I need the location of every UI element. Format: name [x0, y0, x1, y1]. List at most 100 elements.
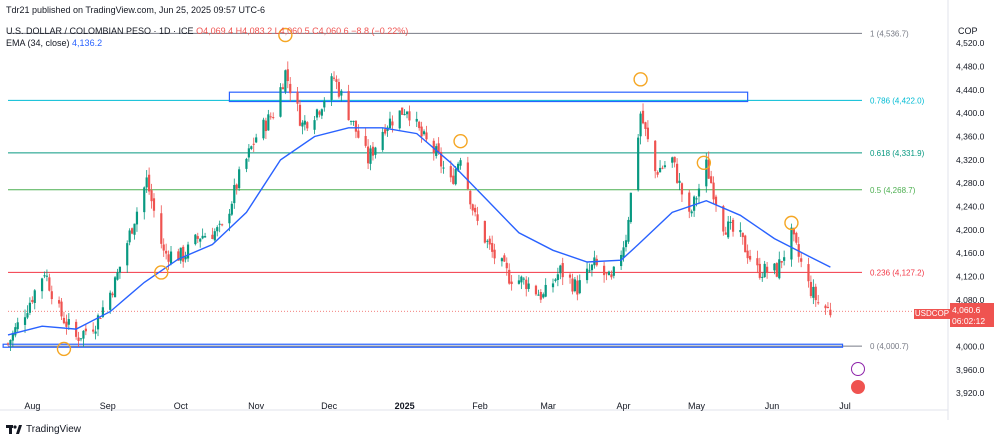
- last-price-label: 4,060.6: [952, 305, 981, 315]
- candle-body: [267, 114, 270, 131]
- candle-body: [203, 236, 207, 238]
- candle-body: [199, 238, 202, 242]
- axes[interactable]: 3,920.03,960.04,000.04,040.04,080.04,120…: [0, 0, 985, 420]
- x-tick-label: Jun: [765, 401, 780, 411]
- currency-label[interactable]: COP: [958, 26, 978, 36]
- candle-body: [508, 269, 511, 284]
- candle-body: [79, 338, 83, 340]
- candle-body: [812, 286, 815, 298]
- candle-body: [354, 120, 358, 132]
- candle-body: [109, 292, 112, 310]
- y-tick-label: 4,280.0: [956, 178, 985, 188]
- candle-body: [247, 148, 250, 158]
- highlight-circle[interactable]: [696, 155, 712, 170]
- candle-body: [230, 203, 233, 215]
- candle-body: [101, 307, 104, 317]
- candle-body: [712, 182, 715, 200]
- candle-body: [94, 331, 97, 334]
- drawn-boxes[interactable]: [2, 91, 844, 348]
- highlight-circle[interactable]: [278, 27, 293, 43]
- candle-body: [766, 266, 769, 273]
- candle-body: [573, 279, 577, 292]
- candle-body: [637, 137, 640, 191]
- candle-body: [349, 120, 353, 122]
- candle-body: [11, 332, 14, 341]
- candle-body: [352, 120, 355, 122]
- circle-markers[interactable]: [56, 27, 799, 357]
- candle-body: [493, 249, 496, 259]
- candle-body: [150, 190, 153, 202]
- candle-body: [50, 291, 53, 300]
- candle-body: [369, 148, 372, 164]
- candle-body: [405, 111, 409, 115]
- y-tick-label: 4,320.0: [956, 155, 985, 165]
- ema-label: EMA (34, close): [6, 38, 70, 48]
- candle-body: [213, 231, 216, 241]
- candle-body: [201, 235, 204, 239]
- candle-body: [763, 263, 766, 278]
- candle-body: [116, 272, 119, 280]
- candle-body: [162, 244, 165, 251]
- candle-body: [306, 122, 309, 129]
- highlight-circle[interactable]: [784, 215, 799, 231]
- candle-body: [118, 266, 122, 273]
- lightning-icon[interactable]: [851, 362, 865, 376]
- candle-body: [320, 109, 323, 116]
- candle-body: [452, 175, 455, 184]
- highlight-circle[interactable]: [633, 72, 648, 87]
- candle-body: [680, 183, 684, 195]
- highlight-circle[interactable]: [56, 341, 72, 357]
- ema-34-line: [7, 127, 831, 336]
- candle-body: [500, 258, 504, 262]
- x-tick-label: Dec: [321, 401, 338, 411]
- highlight-circle[interactable]: [154, 265, 169, 280]
- candle-body: [77, 337, 80, 341]
- ema-legend[interactable]: EMA (34, close) 4,136.2: [6, 38, 102, 48]
- candle-body: [646, 127, 649, 140]
- support-box[interactable]: [2, 343, 844, 348]
- candle-body: [605, 272, 608, 274]
- candle-body: [252, 143, 255, 145]
- highlight-circle[interactable]: [453, 133, 468, 149]
- fib-level-label: 0.786 (4,422.0): [870, 96, 925, 105]
- x-tick-label: Nov: [248, 401, 265, 411]
- candle-body: [432, 140, 435, 154]
- candle-body: [778, 259, 781, 279]
- candle-body: [57, 300, 61, 304]
- candle-body: [135, 211, 139, 225]
- candle-body: [289, 83, 292, 94]
- candle-body: [403, 114, 406, 116]
- candle-body: [469, 190, 472, 205]
- candle-body: [476, 214, 479, 221]
- footer-brand[interactable]: TradingView: [6, 424, 81, 435]
- candle-body: [534, 285, 538, 295]
- y-tick-label: 4,240.0: [956, 202, 985, 212]
- candle-body: [177, 251, 180, 261]
- candle-body: [113, 277, 117, 298]
- candle-body: [707, 159, 710, 179]
- candle-body: [418, 121, 421, 129]
- candle-body: [165, 250, 168, 254]
- candle-body: [537, 294, 540, 296]
- candle-body: [381, 131, 384, 150]
- candle-body: [286, 69, 289, 82]
- candle-body: [167, 254, 170, 262]
- candle-body: [739, 230, 742, 233]
- candle-body: [313, 120, 316, 130]
- us-flag-icon[interactable]: [851, 380, 865, 394]
- candle-body: [503, 255, 506, 262]
- candle-body: [746, 250, 749, 259]
- candle-body: [99, 318, 102, 320]
- candle-body: [33, 290, 36, 304]
- candle-body: [758, 263, 761, 278]
- candle-body: [366, 146, 370, 164]
- candle-body: [255, 137, 258, 143]
- candle-body: [824, 305, 827, 309]
- resistance-box[interactable]: [228, 91, 749, 103]
- ema-line: [7, 127, 831, 336]
- candlestick-series: [6, 61, 832, 351]
- fibonacci-retracement[interactable]: 1 (4,536.7) 0.786 (4,422.0) 0.618 (4,331.9…: [8, 29, 948, 351]
- candle-body: [96, 315, 100, 330]
- candle-body: [474, 207, 477, 213]
